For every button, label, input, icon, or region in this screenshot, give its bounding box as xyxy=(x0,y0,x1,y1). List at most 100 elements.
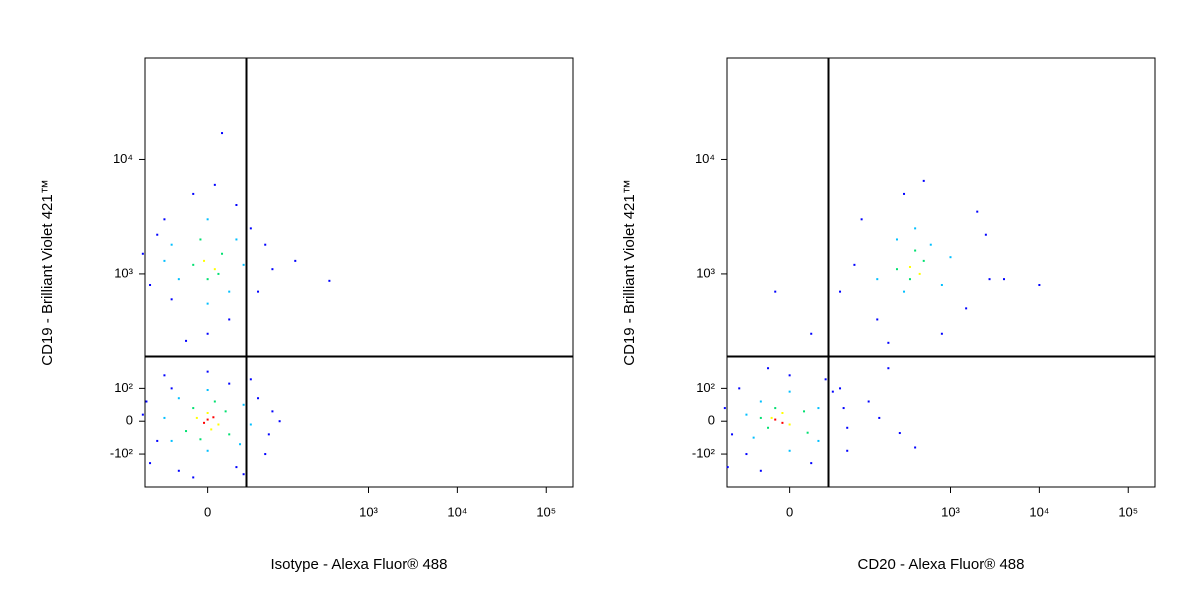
event-dot xyxy=(163,374,166,377)
event-dot xyxy=(217,423,220,426)
event-dot xyxy=(774,407,777,410)
y-tick-label: 10⁴ xyxy=(695,151,715,166)
event-dot xyxy=(264,453,267,456)
event-dot xyxy=(1003,278,1006,281)
event-dot xyxy=(212,416,215,419)
event-dot xyxy=(249,423,252,426)
event-dot xyxy=(940,284,943,287)
event-dot xyxy=(206,302,209,305)
event-dot xyxy=(141,252,144,255)
event-dot xyxy=(759,400,762,403)
event-dot xyxy=(192,476,195,479)
event-dot xyxy=(853,263,856,266)
event-dot xyxy=(145,400,148,403)
y-tick-label: 0 xyxy=(708,413,715,428)
y-tick-label: 10³ xyxy=(114,265,133,280)
event-dot xyxy=(206,370,209,373)
x-tick-label: 10⁵ xyxy=(536,504,556,519)
event-dot xyxy=(745,453,748,456)
event-dot xyxy=(249,378,252,381)
event-dot xyxy=(242,403,245,406)
event-dot xyxy=(774,290,777,293)
event-dot xyxy=(163,218,166,221)
event-dot xyxy=(759,469,762,472)
event-dot xyxy=(177,469,180,472)
event-dot xyxy=(170,243,173,246)
x-tick-label: 0 xyxy=(204,504,211,519)
event-dot xyxy=(788,390,791,393)
event-dot xyxy=(271,268,274,271)
event-dot xyxy=(156,233,159,236)
event-dot xyxy=(235,466,238,469)
event-dot xyxy=(898,432,901,435)
event-dot xyxy=(781,421,784,424)
event-dot xyxy=(199,438,202,441)
event-dot xyxy=(908,278,911,281)
event-dot xyxy=(156,439,159,442)
event-dot xyxy=(839,290,842,293)
event-dot xyxy=(206,389,209,392)
x-tick-label: 10³ xyxy=(941,504,960,519)
event-dot xyxy=(170,298,173,301)
event-dot xyxy=(213,268,216,271)
event-dot xyxy=(228,382,231,385)
event-dot xyxy=(767,367,770,370)
event-dot xyxy=(239,443,242,446)
x-tick-label: 10⁵ xyxy=(1118,504,1138,519)
event-dot xyxy=(781,412,784,415)
event-dot xyxy=(192,192,195,195)
event-dot xyxy=(185,430,188,433)
event-dot xyxy=(726,466,729,469)
event-dot xyxy=(914,227,917,230)
y-tick-label: -10² xyxy=(692,445,716,460)
event-dot xyxy=(846,426,849,429)
event-dot xyxy=(206,412,209,415)
x-tick-label: 10³ xyxy=(359,504,378,519)
event-dot xyxy=(224,410,227,413)
event-dot xyxy=(903,290,906,293)
event-dot xyxy=(918,272,921,275)
event-dot xyxy=(203,259,206,262)
event-dot xyxy=(328,279,331,282)
event-dot xyxy=(271,410,274,413)
event-dot xyxy=(235,204,238,207)
x-axis-label: Isotype - Alexa Fluor® 488 xyxy=(271,556,448,573)
event-dot xyxy=(988,278,991,281)
event-dot xyxy=(846,449,849,452)
event-dot xyxy=(965,307,968,310)
event-dot xyxy=(163,259,166,262)
event-dot xyxy=(163,416,166,419)
event-dot xyxy=(831,390,834,393)
event-dot xyxy=(185,339,188,342)
event-dot xyxy=(788,449,791,452)
event-dot xyxy=(170,439,173,442)
event-dot xyxy=(767,426,770,429)
event-dot xyxy=(788,423,791,426)
event-dot xyxy=(195,416,198,419)
event-dot xyxy=(940,332,943,335)
event-dot xyxy=(257,290,260,293)
event-dot xyxy=(206,218,209,221)
event-dot xyxy=(810,332,813,335)
event-dot xyxy=(887,367,890,370)
event-dot xyxy=(1038,284,1041,287)
y-tick-label: 10³ xyxy=(696,265,715,280)
event-dot xyxy=(860,218,863,221)
event-dot xyxy=(731,433,734,436)
plot: 0 10³ 10⁴ 10⁵ -10² 0 10² 10³ 10⁴ CD20 - Alexa Flu… xyxy=(621,57,1156,573)
event-dot xyxy=(249,227,252,230)
event-dot xyxy=(824,378,827,381)
event-dot xyxy=(922,259,925,262)
event-dot xyxy=(887,341,890,344)
event-dot xyxy=(842,407,845,410)
event-dot xyxy=(228,433,231,436)
event-dot xyxy=(213,400,216,403)
event-dot xyxy=(914,446,917,449)
y-tick-label: 10² xyxy=(114,380,133,395)
event-dot xyxy=(839,387,842,390)
event-dot xyxy=(903,192,906,195)
y-tick-label: 10⁴ xyxy=(113,151,133,166)
event-dot xyxy=(867,400,870,403)
event-dot xyxy=(199,238,202,241)
